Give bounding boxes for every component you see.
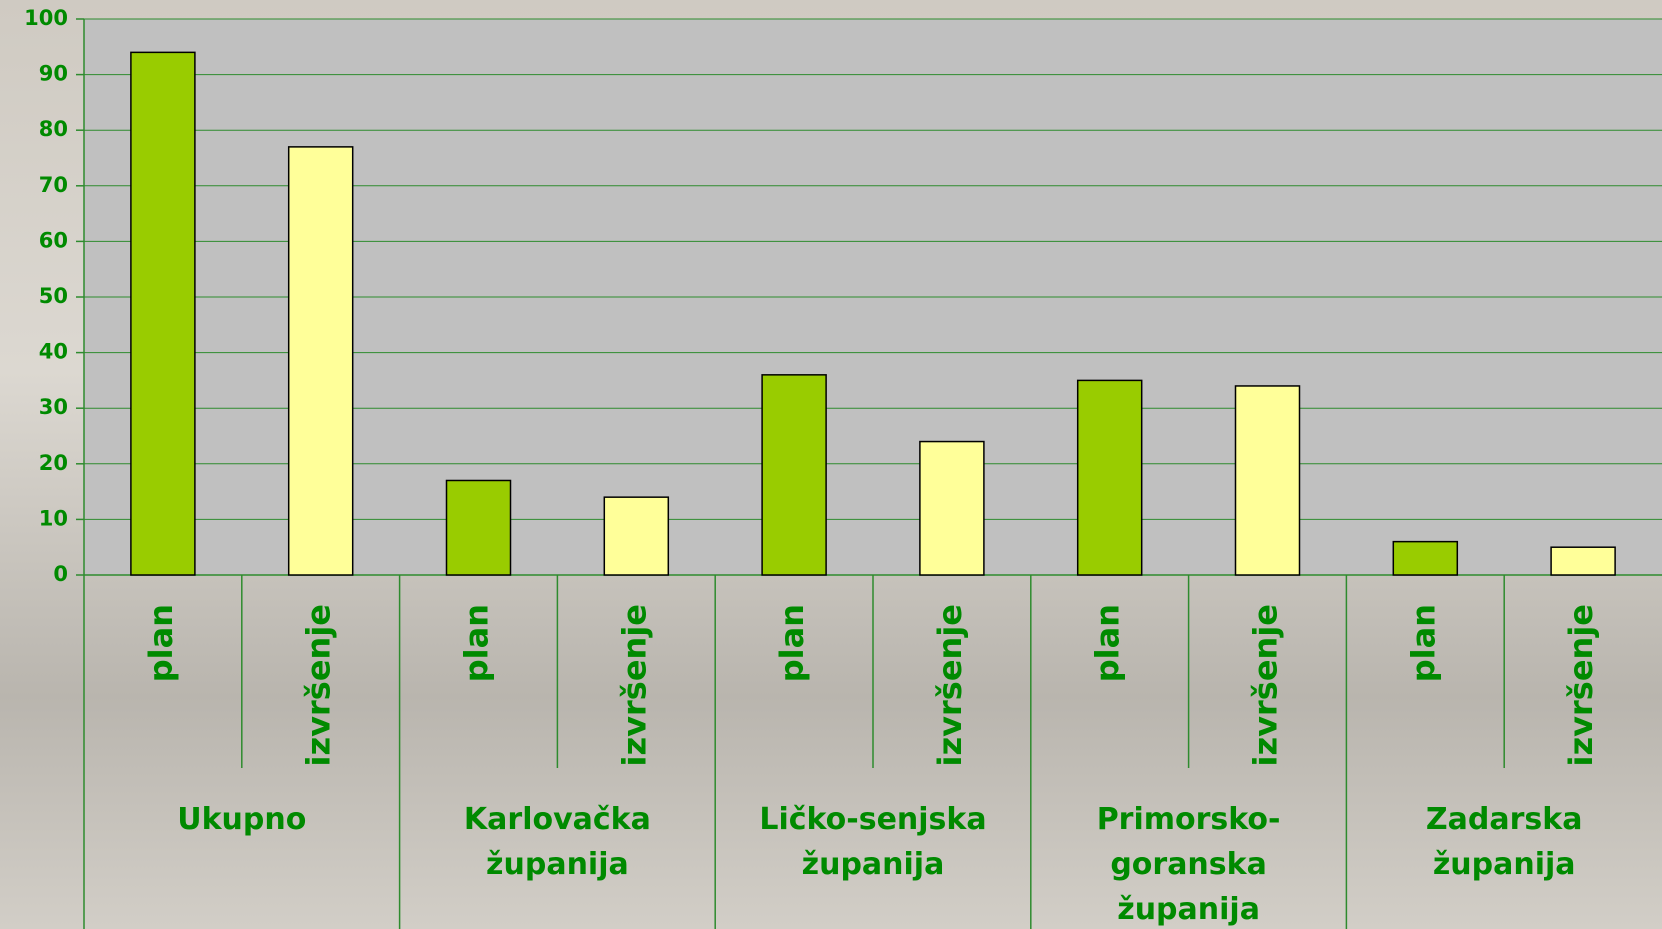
slide: 0 10 20 30 40 50 60 70 80 90 100 plan izvršenje plan i…	[0, 0, 1662, 929]
bar-label: plan	[142, 604, 180, 682]
bar	[1393, 542, 1457, 575]
bar-label: izvršenje	[300, 604, 338, 766]
bar-label: izvršenje	[1562, 604, 1600, 766]
y-tick-label: 50	[39, 284, 68, 308]
y-tick-label: 20	[39, 451, 68, 475]
category-label: Ličko-senjska županija	[755, 797, 991, 887]
bar	[1551, 547, 1615, 575]
y-tick-label: 30	[39, 395, 68, 419]
category-label: Karlovačka županija	[440, 797, 676, 887]
y-tick-label: 40	[39, 340, 68, 364]
bar-label: plan	[458, 604, 496, 682]
chart: 0 10 20 30 40 50 60 70 80 90 100 plan izvršenje plan i…	[0, 0, 1662, 929]
category-label: Ukupno	[124, 797, 360, 842]
y-tick-label: 80	[39, 117, 68, 141]
category-label: Primorsko-goranska županija	[1071, 797, 1307, 929]
bar	[131, 52, 195, 575]
bar-label: izvršenje	[1247, 604, 1285, 766]
bar	[1078, 380, 1142, 575]
bar	[762, 375, 826, 575]
bar	[920, 442, 984, 575]
bar-label: izvršenje	[931, 604, 969, 766]
y-tick-label: 90	[39, 62, 68, 86]
bar-label: plan	[1404, 604, 1442, 682]
bar	[289, 147, 353, 575]
y-tick-label: 0	[53, 562, 68, 586]
y-tick-label: 70	[39, 173, 68, 197]
bar-label: plan	[1089, 604, 1127, 682]
y-tick-label: 100	[24, 6, 68, 30]
bar	[447, 480, 511, 575]
category-label: Zadarska županija	[1386, 797, 1622, 887]
bar	[1236, 386, 1300, 575]
bar-label: izvršenje	[615, 604, 653, 766]
bar	[604, 497, 668, 575]
y-tick-label: 10	[39, 506, 68, 530]
bar-label: plan	[773, 604, 811, 682]
y-tick-label: 60	[39, 228, 68, 252]
